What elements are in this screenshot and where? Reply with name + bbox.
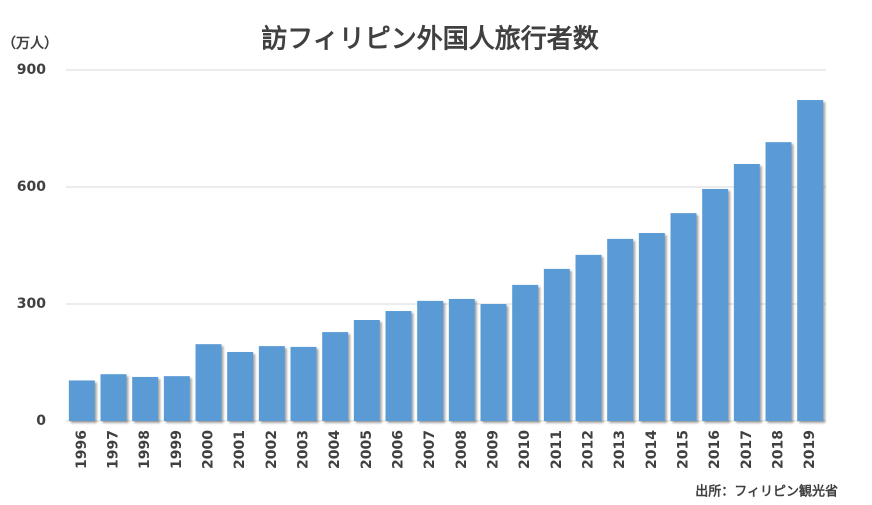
x-tick-label: 2010 — [517, 430, 533, 469]
x-tick-label: 2018 — [771, 430, 787, 469]
bar — [322, 332, 349, 421]
x-tick-label: 2002 — [264, 430, 280, 469]
x-tick-label: 2008 — [454, 430, 470, 469]
x-tick-label: 2019 — [802, 430, 818, 469]
x-tick-label: 2005 — [359, 430, 375, 469]
source: 出所：フィリピン観光省 — [695, 484, 838, 500]
y-tick-label: 900 — [17, 62, 46, 78]
bar — [480, 304, 507, 421]
bar — [68, 380, 95, 421]
bar — [797, 100, 824, 421]
x-tick-label: 2004 — [327, 430, 343, 469]
bar — [670, 213, 697, 421]
bar — [163, 376, 190, 421]
x-tick-label: 2011 — [549, 430, 565, 469]
bar — [100, 374, 127, 421]
bar — [448, 298, 475, 421]
x-tick-label: 1996 — [74, 430, 90, 469]
x-tick-label: 1997 — [106, 430, 122, 469]
x-tick-label: 2007 — [422, 430, 438, 469]
bar — [417, 300, 444, 421]
x-tick-label: 2003 — [296, 430, 312, 469]
x-tick-label: 1998 — [137, 430, 153, 469]
x-tick-label: 2014 — [644, 430, 660, 469]
y-unit: （万人） — [2, 35, 58, 52]
x-tick-label: 2017 — [739, 430, 755, 469]
bar — [607, 238, 634, 421]
x-tick-label: 2001 — [232, 430, 248, 469]
x-tick-label: 2015 — [676, 430, 692, 469]
x-tick-label: 2016 — [707, 430, 723, 469]
chart-title: 訪フィリピン外国人旅行者数 — [261, 24, 599, 55]
x-tick-label: 2013 — [612, 430, 628, 469]
bar — [512, 284, 539, 421]
bar — [290, 346, 317, 421]
bar — [195, 344, 222, 421]
x-tick-label: 1999 — [169, 430, 185, 469]
x-tick-label: 2000 — [201, 430, 217, 469]
bar — [575, 254, 602, 421]
bar — [385, 311, 412, 421]
x-tick-label: 2009 — [486, 430, 502, 469]
bar — [258, 346, 285, 421]
bar — [353, 319, 380, 421]
bar — [132, 376, 159, 421]
bar — [543, 268, 570, 421]
y-tick-label: 0 — [36, 413, 46, 429]
bar — [702, 188, 729, 421]
bar — [227, 351, 254, 421]
y-tick-label: 300 — [17, 296, 46, 312]
x-tick-label: 2012 — [581, 430, 597, 469]
bar — [638, 233, 665, 421]
y-tick-label: 600 — [17, 179, 46, 195]
bar — [733, 163, 760, 422]
x-tick-label: 2006 — [391, 430, 407, 469]
bar — [765, 142, 792, 421]
